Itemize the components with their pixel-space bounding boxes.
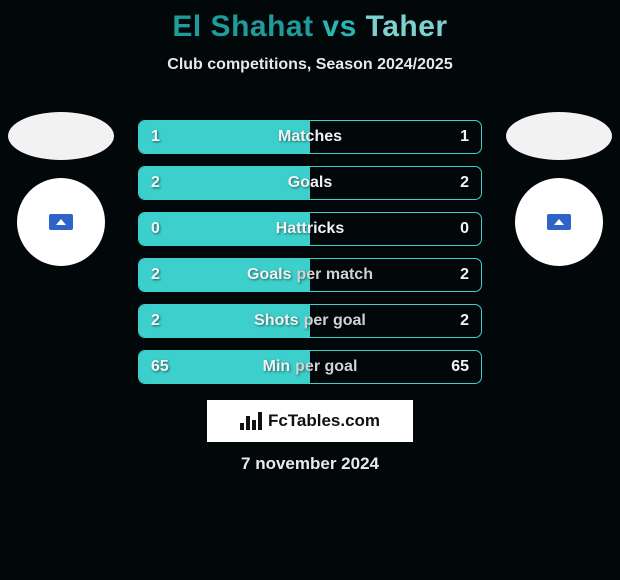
stats-list: 11Matches 22Goals 00Hattricks 22Goalsper ma… — [138, 120, 482, 384]
stat-row: 22Goalsper match — [138, 258, 482, 292]
player1-club-badge — [17, 178, 105, 266]
fctables-logo: FcTables.com — [207, 400, 413, 442]
subtitle: Club competitions, Season 2024/2025 — [0, 56, 620, 74]
stat-row: 11Matches — [138, 120, 482, 154]
logo-text: FcTables.com — [268, 411, 380, 431]
stat-label: Shotsper goal — [139, 305, 481, 337]
footer-date: 7 november 2024 — [0, 454, 620, 474]
player2-avatar — [506, 112, 612, 160]
stat-label: Goals — [139, 167, 481, 199]
stat-label: Minper goal — [139, 351, 481, 383]
player1-avatar-group — [6, 112, 116, 266]
player2-avatar-group — [504, 112, 614, 266]
player1-avatar — [8, 112, 114, 160]
player2-club-badge — [515, 178, 603, 266]
stat-label: Matches — [139, 121, 481, 153]
stat-row: 22Shotsper goal — [138, 304, 482, 338]
stat-label: Goalsper match — [139, 259, 481, 291]
stat-row: 22Goals — [138, 166, 482, 200]
player1-name: El Shahat — [172, 10, 313, 43]
logo-bars-icon — [240, 412, 262, 430]
player2-name: Taher — [366, 10, 448, 43]
stat-row: 6565Minper goal — [138, 350, 482, 384]
comparison-title: El Shahat vs Taher — [0, 0, 620, 44]
stat-row: 00Hattricks — [138, 212, 482, 246]
stat-label: Hattricks — [139, 213, 481, 245]
title-vs: vs — [322, 10, 356, 43]
